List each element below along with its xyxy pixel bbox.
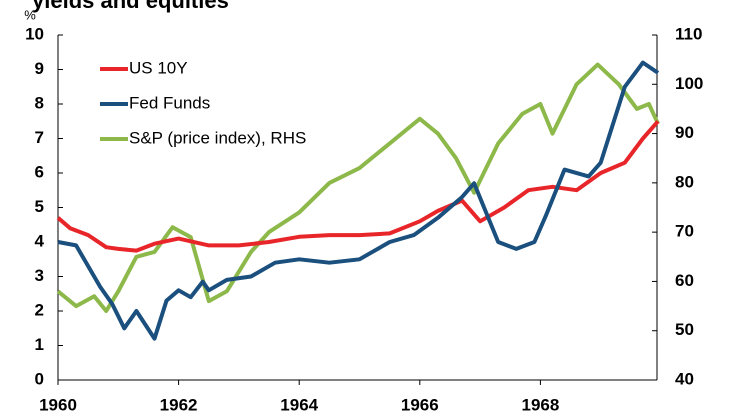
legend-label: S&P (price index), RHS: [129, 128, 306, 147]
y2-tick-label: 90: [675, 123, 694, 142]
x-tick-label: 1960: [39, 395, 77, 414]
series-line: [56, 119, 660, 253]
series-line: [56, 62, 660, 313]
y-tick-label: 10: [25, 24, 44, 43]
y2-tick-label: 60: [675, 271, 694, 290]
y-tick-label: 2: [35, 300, 44, 319]
y-tick-label: 1: [35, 335, 44, 354]
x-tick-label: 1968: [521, 395, 559, 414]
y-tick-label: 3: [35, 266, 44, 285]
x-tick-label: 1966: [401, 395, 439, 414]
y-tick-label: 4: [35, 231, 45, 250]
y-tick-label: 6: [35, 162, 44, 181]
legend-label: Fed Funds: [129, 93, 210, 112]
series-line: [57, 60, 660, 341]
y2-tick-label: 100: [675, 74, 703, 93]
y2-tick-label: 50: [675, 320, 694, 339]
y2-tick-label: 110: [675, 24, 702, 43]
y-tick-label: 5: [35, 197, 44, 216]
x-tick-label: 1962: [160, 395, 198, 414]
y2-tick-label: 70: [675, 222, 694, 241]
y-tick-label: 7: [35, 128, 44, 147]
y-tick-label: 8: [35, 93, 44, 112]
y-tick-label: 0: [35, 369, 44, 388]
chart-title: yields and equities: [32, 0, 229, 13]
y2-tick-label: 80: [675, 172, 694, 191]
legend-label: US 10Y: [129, 58, 188, 77]
x-tick-label: 1964: [280, 395, 318, 414]
y-tick-label: 9: [35, 59, 44, 78]
y2-tick-label: 40: [675, 369, 694, 388]
y-unit: %: [24, 7, 36, 22]
